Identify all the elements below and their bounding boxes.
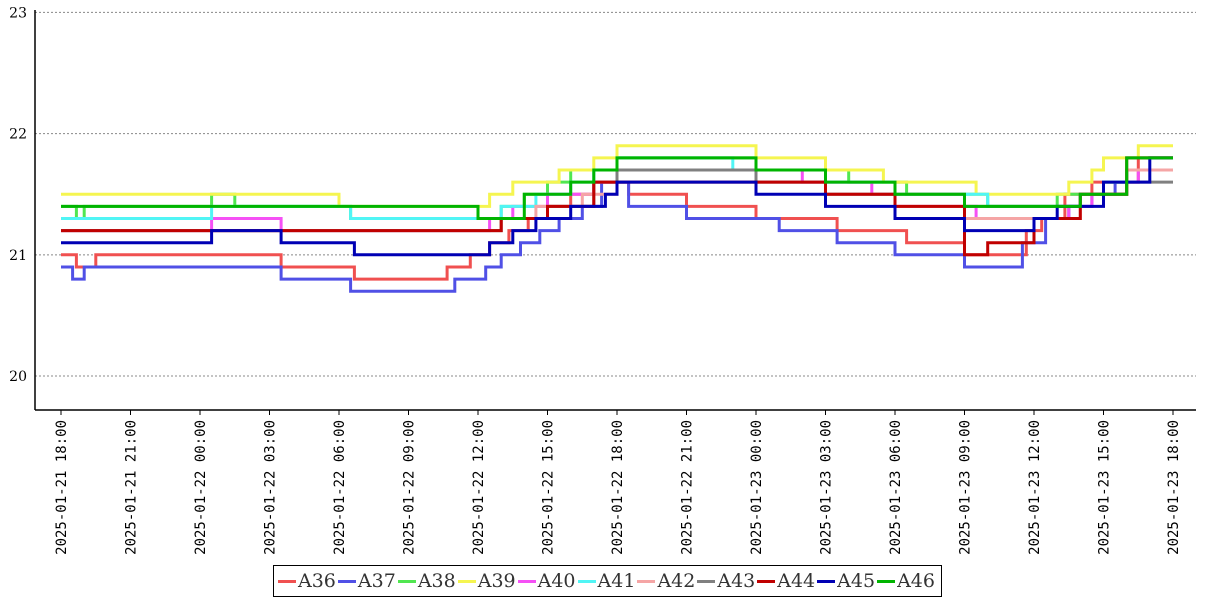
x-tick-label: 2025-01-22 03:00 bbox=[263, 420, 279, 555]
legend: A36 A37 A38 A39 A40 A41 A42 A43 A44 A45 A46 bbox=[273, 565, 942, 597]
legend-label: A39 bbox=[477, 570, 516, 592]
legend-label: A36 bbox=[298, 570, 336, 592]
legend-item-a39: A39 bbox=[457, 570, 516, 592]
legend-item-a45: A45 bbox=[817, 570, 875, 592]
legend-swatch bbox=[757, 579, 776, 583]
x-tick-label: 2025-01-22 00:00 bbox=[193, 420, 209, 555]
series-line-a43 bbox=[61, 168, 1173, 233]
legend-swatch bbox=[517, 579, 536, 583]
legend-label: A44 bbox=[777, 570, 816, 592]
x-tick-label: 2025-01-22 18:00 bbox=[610, 420, 626, 555]
legend-swatch bbox=[397, 579, 416, 583]
legend-item-a38: A38 bbox=[397, 570, 456, 592]
legend-label: A41 bbox=[597, 570, 636, 592]
legend-swatch bbox=[577, 579, 596, 583]
legend-swatch bbox=[337, 579, 356, 583]
x-tick-label: 2025-01-22 12:00 bbox=[471, 420, 487, 555]
x-tick-label: 2025-01-22 09:00 bbox=[402, 420, 418, 555]
x-tick-label: 2025-01-22 21:00 bbox=[680, 420, 696, 555]
x-tick-label: 2025-01-22 15:00 bbox=[541, 420, 557, 555]
series-line-a37 bbox=[61, 168, 1173, 293]
legend-item-a41: A41 bbox=[577, 570, 636, 592]
legend-label: A38 bbox=[417, 570, 456, 592]
legend-item-a40: A40 bbox=[517, 570, 576, 592]
legend-swatch bbox=[877, 579, 896, 583]
x-tick-labels: 2025-01-21 18:00 2025-01-21 21:00 2025-01-… bbox=[54, 410, 1182, 555]
legend-label: A42 bbox=[657, 570, 696, 592]
x-tick-label: 2025-01-22 06:00 bbox=[332, 420, 348, 555]
legend-item-a44: A44 bbox=[757, 570, 815, 592]
series-line-a46 bbox=[61, 156, 1173, 220]
legend-label: A46 bbox=[897, 570, 935, 592]
x-tick-label: 2025-01-23 00:00 bbox=[749, 420, 765, 555]
legend-swatch bbox=[278, 579, 296, 583]
legend-item-a43: A43 bbox=[697, 570, 755, 592]
legend-item-a37: A37 bbox=[337, 570, 396, 592]
x-tick-label: 2025-01-23 06:00 bbox=[888, 420, 904, 555]
legend-swatch bbox=[637, 579, 656, 583]
legend-item-a36: A36 bbox=[278, 570, 336, 592]
x-tick-label: 2025-01-21 18:00 bbox=[54, 420, 70, 555]
legend-label: A45 bbox=[837, 570, 876, 592]
x-tick-label: 2025-01-23 09:00 bbox=[958, 420, 974, 555]
x-tick-label: 2025-01-23 18:00 bbox=[1166, 420, 1182, 555]
legend-label: A43 bbox=[717, 570, 756, 592]
series-lines bbox=[61, 144, 1173, 293]
series-line-a45 bbox=[61, 156, 1173, 257]
x-tick-label: 2025-01-23 12:00 bbox=[1027, 420, 1043, 555]
legend-label: A40 bbox=[537, 570, 576, 592]
y-tick-label: 21 bbox=[9, 248, 27, 264]
x-tick-label: 2025-01-23 15:00 bbox=[1097, 420, 1113, 555]
y-tick-labels: 20 21 22 23 bbox=[9, 5, 27, 385]
y-tick-label: 22 bbox=[9, 127, 27, 143]
legend-swatch bbox=[697, 579, 716, 583]
x-tick-label: 2025-01-21 21:00 bbox=[124, 420, 140, 555]
y-tick-label: 20 bbox=[9, 369, 27, 385]
y-tick-label: 23 bbox=[9, 5, 27, 21]
legend-label: A37 bbox=[357, 570, 396, 592]
legend-item-a46: A46 bbox=[877, 570, 935, 592]
legend-swatch bbox=[457, 579, 476, 583]
x-tick-label: 2025-01-23 03:00 bbox=[819, 420, 835, 555]
legend-swatch bbox=[817, 579, 836, 583]
legend-item-a42: A42 bbox=[637, 570, 695, 592]
